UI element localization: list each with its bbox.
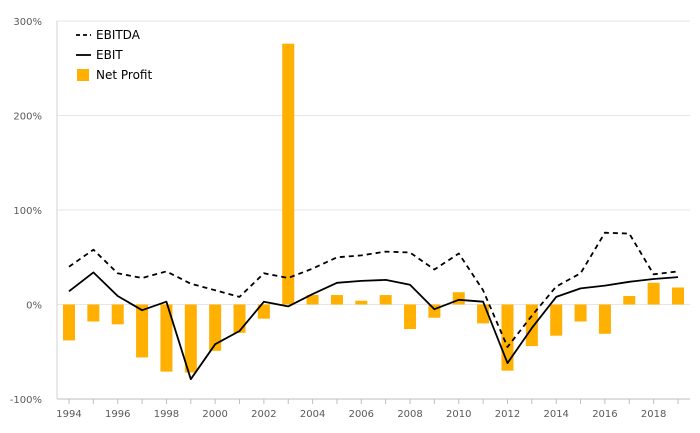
y-tick-label: 0% bbox=[26, 301, 42, 312]
net-profit-bar bbox=[184, 304, 197, 373]
ebit-line bbox=[68, 271, 679, 381]
legend-swatch bbox=[77, 69, 89, 81]
net-profit-bar bbox=[111, 304, 124, 325]
legend-label: EBITDA bbox=[96, 28, 141, 42]
x-tick-label: 1994 bbox=[56, 409, 81, 420]
net-profit-bar bbox=[574, 304, 587, 322]
net-profit-bar bbox=[550, 304, 563, 336]
net-profit-bar bbox=[233, 304, 246, 333]
y-axis: -100% 0% 100% 200% 300% bbox=[10, 17, 58, 406]
net-profit-bar bbox=[379, 295, 392, 305]
net-profit-bar bbox=[282, 43, 295, 305]
x-tick-label: 2016 bbox=[592, 409, 617, 420]
ebitda-line bbox=[68, 231, 679, 348]
net-profit-bar bbox=[257, 304, 270, 319]
net-profit-bar bbox=[136, 304, 149, 358]
legend-label: Net Profit bbox=[96, 68, 152, 82]
net-profit-bar bbox=[63, 304, 75, 341]
x-tick-label: 1998 bbox=[154, 409, 179, 420]
net-profit-bar bbox=[452, 292, 465, 305]
line-series bbox=[68, 231, 679, 381]
legend-item-ebit[interactable]: EBIT bbox=[76, 48, 123, 62]
x-tick-label: 2002 bbox=[251, 409, 276, 420]
x-tick-label: 2004 bbox=[300, 409, 325, 420]
legend-item-net-profit[interactable]: Net Profit bbox=[77, 68, 152, 82]
net-profit-bar bbox=[501, 304, 514, 371]
net-profit-bar bbox=[330, 295, 343, 305]
legend-item-ebitda[interactable]: EBITDA bbox=[76, 28, 141, 42]
net-profit-bar bbox=[598, 304, 611, 334]
x-tick-label: 1996 bbox=[105, 409, 130, 420]
y-tick-label: 100% bbox=[13, 206, 42, 217]
net-profit-bar bbox=[160, 304, 173, 372]
net-profit-bar bbox=[647, 282, 660, 305]
net-profit-bar bbox=[87, 304, 100, 322]
net-profit-bar bbox=[525, 304, 538, 347]
x-tick-label: 2012 bbox=[495, 409, 520, 420]
y-tick-label: 300% bbox=[13, 17, 42, 28]
x-tick-label: 2014 bbox=[543, 409, 568, 420]
x-tick-label: 2000 bbox=[202, 409, 227, 420]
legend: EBITDA EBIT Net Profit bbox=[76, 28, 152, 82]
x-tick-label: 2018 bbox=[641, 409, 666, 420]
net-profit-bar bbox=[209, 304, 222, 351]
x-axis: 1994 1996 1998 2000 2002 2004 2006 2008 2010 2012… bbox=[56, 398, 690, 420]
legend-label: EBIT bbox=[96, 48, 123, 62]
net-profit-bar bbox=[623, 295, 636, 305]
net-profit-bar bbox=[355, 300, 368, 305]
x-tick-label: 2006 bbox=[349, 409, 374, 420]
y-tick-label: 200% bbox=[13, 112, 42, 123]
net-profit-bar bbox=[306, 295, 319, 305]
y-tick-label: -100% bbox=[10, 395, 42, 406]
net-profit-bars bbox=[63, 43, 684, 373]
net-profit-bar bbox=[428, 304, 441, 318]
net-profit-bar bbox=[672, 287, 684, 305]
net-profit-bar bbox=[404, 304, 417, 330]
x-tick-label: 2008 bbox=[397, 409, 422, 420]
x-tick-label: 2010 bbox=[446, 409, 471, 420]
